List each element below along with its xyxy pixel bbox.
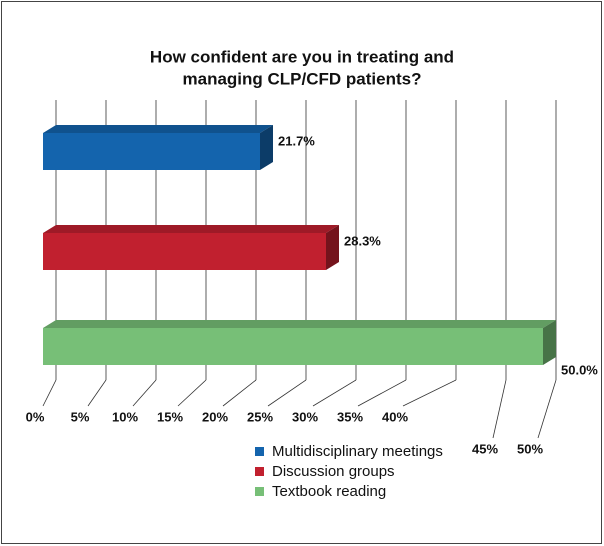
legend-label: Multidisciplinary meetings [272, 443, 443, 460]
value-label: 50.0% [561, 362, 598, 377]
grid-line [177, 379, 207, 407]
x-tick-label: 45% [472, 441, 498, 456]
grid-line [132, 379, 157, 407]
x-tick-label: 50% [517, 441, 543, 456]
bar [43, 133, 260, 170]
legend-swatch [255, 447, 264, 456]
grid-line [87, 379, 107, 407]
bar-side [543, 320, 556, 365]
grid-line [492, 379, 507, 439]
x-tick-label: 30% [292, 409, 318, 424]
bar-top [43, 125, 273, 133]
x-tick-label: 15% [157, 409, 183, 424]
grid-line [312, 379, 357, 407]
legend-swatch [255, 487, 264, 496]
x-tick-label: 20% [202, 409, 228, 424]
grid-line [402, 379, 457, 407]
grid-line [222, 379, 257, 407]
x-tick-label: 40% [382, 409, 408, 424]
bar-side [260, 125, 273, 170]
x-tick-label: 0% [26, 409, 45, 424]
legend-label: Textbook reading [272, 483, 386, 500]
x-tick-label: 5% [71, 409, 90, 424]
bar-side [326, 225, 339, 270]
chart-title: How confident are you in treating and [150, 47, 454, 66]
grid-line [537, 379, 557, 439]
grid-line [357, 379, 407, 407]
x-tick-label: 25% [247, 409, 273, 424]
legend-label: Discussion groups [272, 463, 395, 480]
value-label: 28.3% [344, 233, 381, 248]
chart-title: managing CLP/CFD patients? [183, 69, 422, 88]
x-tick-label: 35% [337, 409, 363, 424]
value-label: 21.7% [278, 133, 315, 148]
bar-top [43, 320, 556, 328]
bar-top [43, 225, 339, 233]
grid-line [42, 379, 57, 407]
x-tick-label: 10% [112, 409, 138, 424]
bar [43, 328, 543, 365]
bar [43, 233, 326, 270]
legend-swatch [255, 467, 264, 476]
grid-line [267, 379, 307, 407]
